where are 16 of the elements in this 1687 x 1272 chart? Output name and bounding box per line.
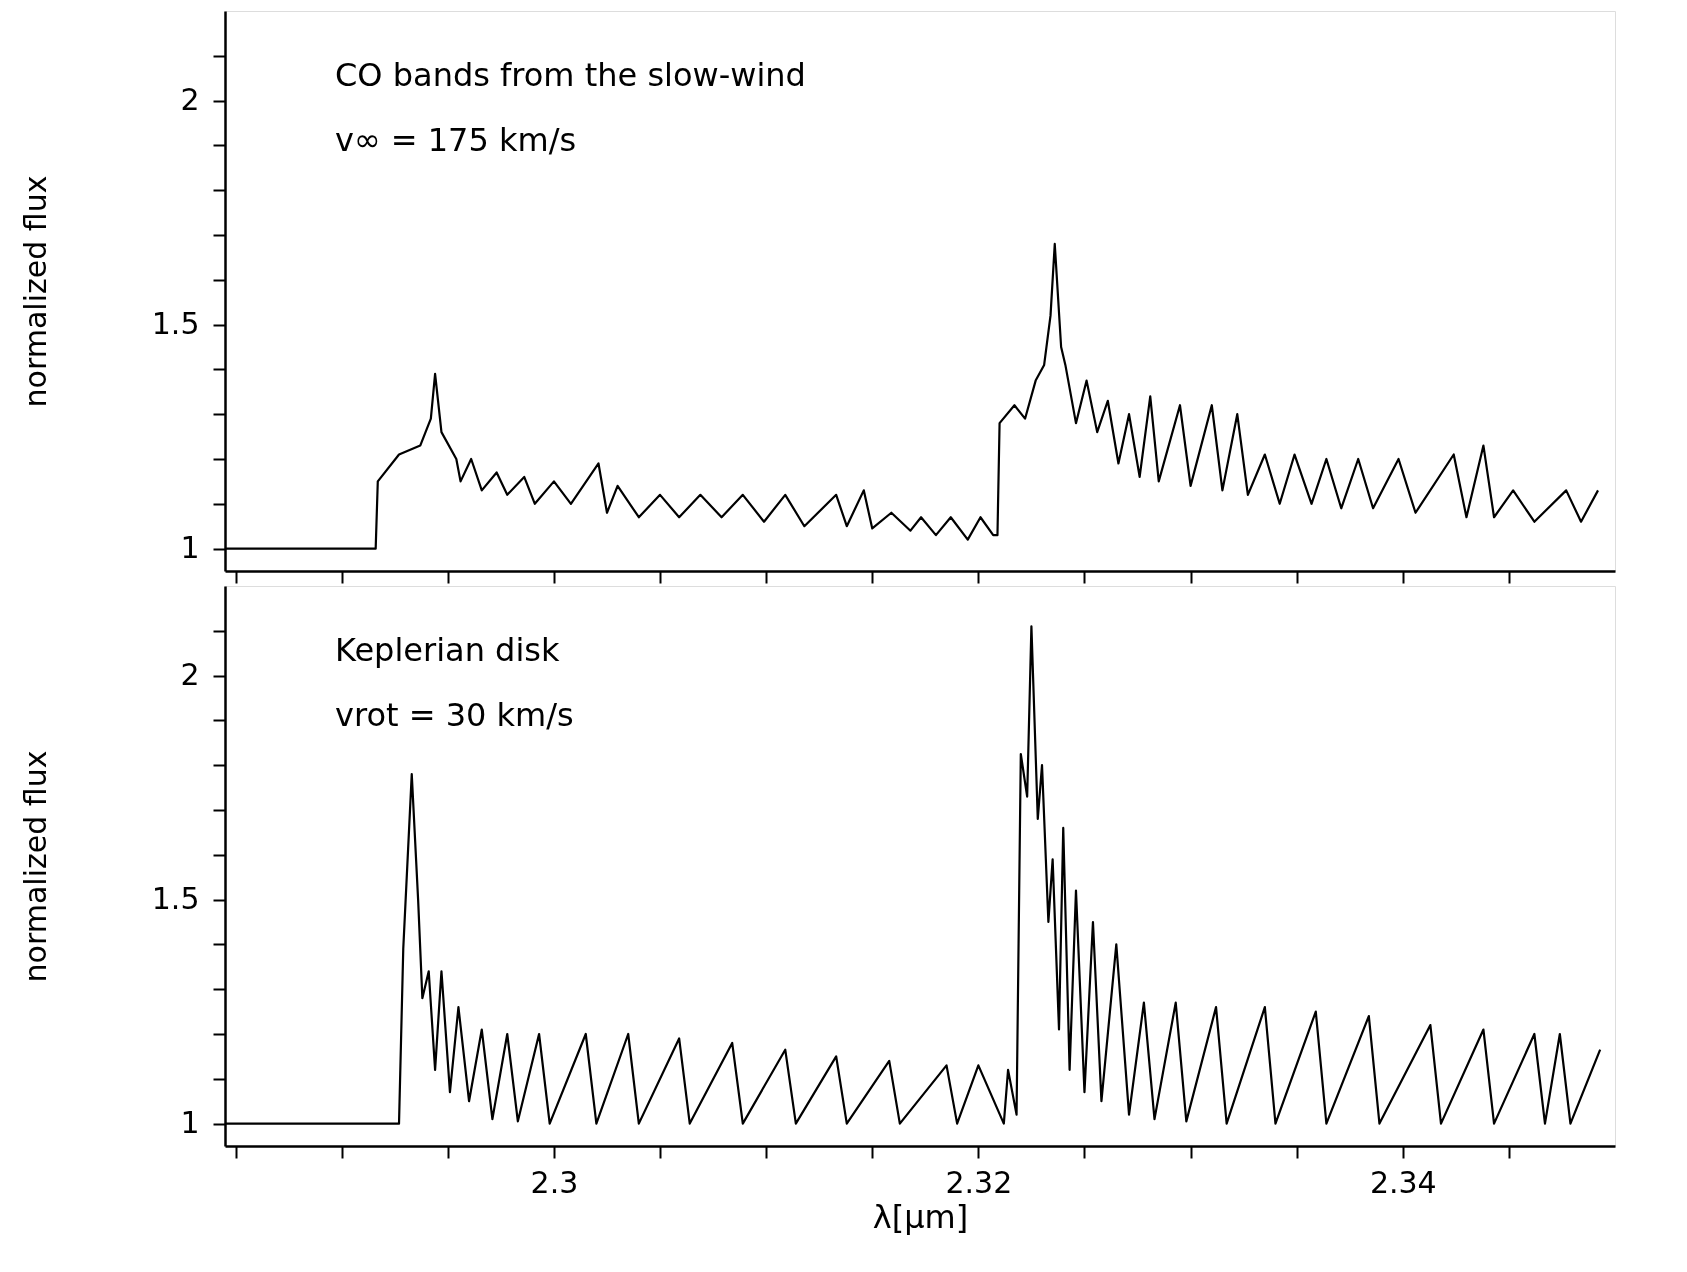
- x-tick-label: 2.32: [945, 1164, 1013, 1200]
- x-tick-label: 2.3: [530, 1164, 579, 1200]
- annotation: Keplerian disk: [335, 631, 560, 669]
- y-axis-title: normalized flux: [17, 175, 53, 408]
- y-tick-label: 1: [180, 530, 200, 566]
- annotation: CO bands from the slow-wind: [335, 56, 806, 94]
- x-tick-label: 2.34: [1369, 1164, 1437, 1200]
- y-axis-title: normalized flux: [17, 750, 53, 983]
- y-tick-label: 2: [180, 82, 200, 118]
- x-axis-title: λ[μm]: [872, 1197, 969, 1236]
- y-tick-label: 1.5: [151, 306, 200, 342]
- annotation: v∞ = 175 km/s: [335, 121, 577, 159]
- y-tick-label: 2: [180, 657, 200, 693]
- annotation: vrot = 30 km/s: [335, 696, 574, 734]
- y-tick-label: 1: [180, 1105, 200, 1141]
- y-tick-label: 1.5: [151, 881, 200, 917]
